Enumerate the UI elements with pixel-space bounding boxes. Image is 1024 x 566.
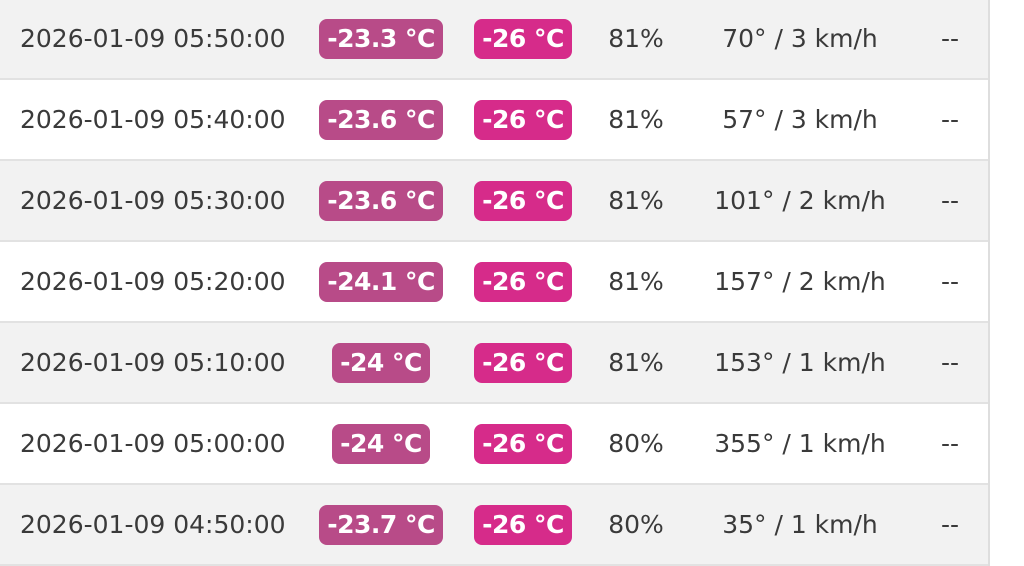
timestamp-cell: 2026-01-09 05:20:00 <box>20 242 286 321</box>
table-row[interactable]: 2026-01-09 05:30:00 -23.6 °C -26 °C 81% … <box>0 161 988 242</box>
timestamp-cell: 2026-01-09 05:50:00 <box>20 0 286 78</box>
timestamp-cell: 2026-01-09 05:40:00 <box>20 80 286 159</box>
humidity-cell: 81% <box>586 242 686 321</box>
weather-table: 2026-01-09 05:50:00 -23.3 °C -26 °C 81% … <box>0 0 990 566</box>
table-row[interactable]: 2026-01-09 05:50:00 -23.3 °C -26 °C 81% … <box>0 0 988 80</box>
timestamp-cell: 2026-01-09 05:10:00 <box>20 323 286 402</box>
wind-cell: 153° / 1 km/h <box>690 323 910 402</box>
temperature-cell: -23.6 °C <box>301 161 461 240</box>
table-row[interactable]: 2026-01-09 05:20:00 -24.1 °C -26 °C 81% … <box>0 242 988 323</box>
dewpoint-cell: -26 °C <box>443 0 603 78</box>
wind: 57° / 3 km/h <box>722 105 878 134</box>
table-row[interactable]: 2026-01-09 05:00:00 -24 °C -26 °C 80% 35… <box>0 404 988 485</box>
humidity: 81% <box>608 105 664 134</box>
temperature-cell: -23.7 °C <box>301 485 461 564</box>
timestamp: 2026-01-09 05:40:00 <box>20 105 286 134</box>
dewpoint-badge: -26 °C <box>474 504 572 545</box>
dewpoint-badge: -26 °C <box>474 18 572 59</box>
extra-cell: -- <box>910 161 990 240</box>
humidity-cell: 81% <box>586 323 686 402</box>
wind-cell: 70° / 3 km/h <box>690 0 910 78</box>
dewpoint-badge: -26 °C <box>474 180 572 221</box>
humidity: 81% <box>608 186 664 215</box>
wind: 355° / 1 km/h <box>714 429 886 458</box>
dewpoint-cell: -26 °C <box>443 242 603 321</box>
temperature-cell: -24.1 °C <box>301 242 461 321</box>
humidity: 81% <box>608 267 664 296</box>
humidity-cell: 80% <box>586 485 686 564</box>
dewpoint-badge: -26 °C <box>474 99 572 140</box>
timestamp: 2026-01-09 05:10:00 <box>20 348 286 377</box>
dewpoint-badge: -26 °C <box>474 342 572 383</box>
timestamp: 2026-01-09 05:00:00 <box>20 429 286 458</box>
extra-cell: -- <box>910 485 990 564</box>
temperature-badge: -23.6 °C <box>319 99 443 140</box>
extra-cell: -- <box>910 242 990 321</box>
dewpoint-cell: -26 °C <box>443 404 603 483</box>
extra-value: -- <box>940 348 960 377</box>
temperature-cell: -23.3 °C <box>301 0 461 78</box>
humidity: 81% <box>608 24 664 53</box>
humidity-cell: 81% <box>586 0 686 78</box>
humidity: 80% <box>608 510 664 539</box>
wind-cell: 57° / 3 km/h <box>690 80 910 159</box>
humidity-cell: 81% <box>586 80 686 159</box>
humidity: 80% <box>608 429 664 458</box>
dewpoint-cell: -26 °C <box>443 80 603 159</box>
wind: 70° / 3 km/h <box>722 24 878 53</box>
extra-cell: -- <box>910 0 990 78</box>
timestamp: 2026-01-09 04:50:00 <box>20 510 286 539</box>
extra-value: -- <box>940 429 960 458</box>
temperature-cell: -24 °C <box>301 404 461 483</box>
temperature-badge: -23.3 °C <box>319 18 443 59</box>
table-row[interactable]: 2026-01-09 04:50:00 -23.7 °C -26 °C 80% … <box>0 485 988 566</box>
dewpoint-badge: -26 °C <box>474 423 572 464</box>
dewpoint-badge: -26 °C <box>474 261 572 302</box>
humidity-cell: 80% <box>586 404 686 483</box>
temperature-badge: -24.1 °C <box>319 261 443 302</box>
timestamp: 2026-01-09 05:20:00 <box>20 267 286 296</box>
wind: 101° / 2 km/h <box>714 186 886 215</box>
extra-cell: -- <box>910 80 990 159</box>
temperature-badge: -23.7 °C <box>319 504 443 545</box>
timestamp: 2026-01-09 05:30:00 <box>20 186 286 215</box>
timestamp: 2026-01-09 05:50:00 <box>20 24 286 53</box>
extra-value: -- <box>940 510 960 539</box>
temperature-cell: -24 °C <box>301 323 461 402</box>
extra-value: -- <box>940 186 960 215</box>
wind: 35° / 1 km/h <box>722 510 878 539</box>
extra-value: -- <box>940 267 960 296</box>
wind-cell: 101° / 2 km/h <box>690 161 910 240</box>
table-row[interactable]: 2026-01-09 05:10:00 -24 °C -26 °C 81% 15… <box>0 323 988 404</box>
wind-cell: 35° / 1 km/h <box>690 485 910 564</box>
table-row[interactable]: 2026-01-09 05:40:00 -23.6 °C -26 °C 81% … <box>0 80 988 161</box>
timestamp-cell: 2026-01-09 04:50:00 <box>20 485 286 564</box>
wind: 153° / 1 km/h <box>714 348 886 377</box>
temperature-badge: -24 °C <box>332 423 430 464</box>
dewpoint-cell: -26 °C <box>443 161 603 240</box>
extra-value: -- <box>940 105 960 134</box>
timestamp-cell: 2026-01-09 05:00:00 <box>20 404 286 483</box>
humidity-cell: 81% <box>586 161 686 240</box>
wind-cell: 157° / 2 km/h <box>690 242 910 321</box>
temperature-cell: -23.6 °C <box>301 80 461 159</box>
dewpoint-cell: -26 °C <box>443 323 603 402</box>
temperature-badge: -24 °C <box>332 342 430 383</box>
dewpoint-cell: -26 °C <box>443 485 603 564</box>
extra-cell: -- <box>910 404 990 483</box>
timestamp-cell: 2026-01-09 05:30:00 <box>20 161 286 240</box>
wind: 157° / 2 km/h <box>714 267 886 296</box>
extra-value: -- <box>940 24 960 53</box>
temperature-badge: -23.6 °C <box>319 180 443 221</box>
wind-cell: 355° / 1 km/h <box>690 404 910 483</box>
humidity: 81% <box>608 348 664 377</box>
extra-cell: -- <box>910 323 990 402</box>
